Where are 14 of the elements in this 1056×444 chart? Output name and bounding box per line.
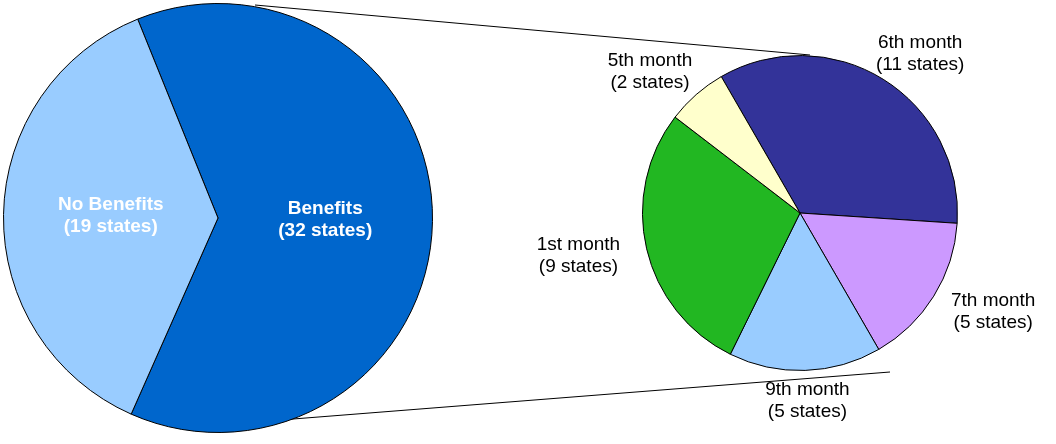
- data-label: (5 states): [767, 399, 848, 421]
- data-label: (19 states): [63, 215, 158, 237]
- data-label: (2 states): [610, 71, 690, 93]
- slice-label: 1st month: [536, 232, 621, 254]
- data-label: (9 states): [538, 254, 619, 276]
- data-label: (5 states): [953, 311, 1033, 333]
- slice-label: No Benefits: [57, 193, 164, 215]
- data-label: (11 states): [875, 53, 965, 75]
- slice-label: Benefits: [287, 197, 363, 218]
- slice-label: 6th month: [877, 31, 963, 53]
- slice-label: 7th month: [950, 289, 1036, 311]
- slice-label: 5th month: [607, 49, 693, 71]
- slice-label: 9th month: [765, 377, 850, 399]
- data-label: (32 states): [278, 219, 373, 240]
